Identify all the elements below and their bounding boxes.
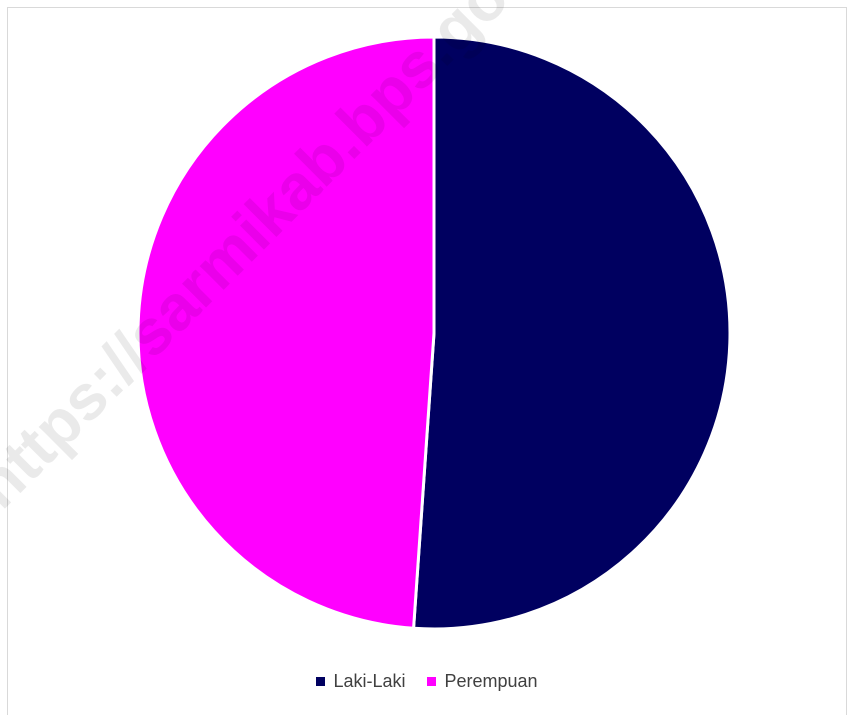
legend-label-laki-laki: Laki-Laki — [333, 671, 406, 691]
legend-item-laki-laki: Laki-Laki — [316, 671, 405, 692]
legend-item-perempuan: Perempuan — [427, 671, 538, 692]
legend-label-perempuan: Perempuan — [444, 671, 538, 691]
legend-swatch-laki-laki — [316, 677, 326, 686]
legend-swatch-perempuan — [427, 677, 437, 686]
legend: Laki-Laki Perempuan — [0, 671, 854, 692]
pie-slice-perempuan — [136, 35, 436, 630]
pie-slice-laki-laki — [411, 35, 732, 631]
